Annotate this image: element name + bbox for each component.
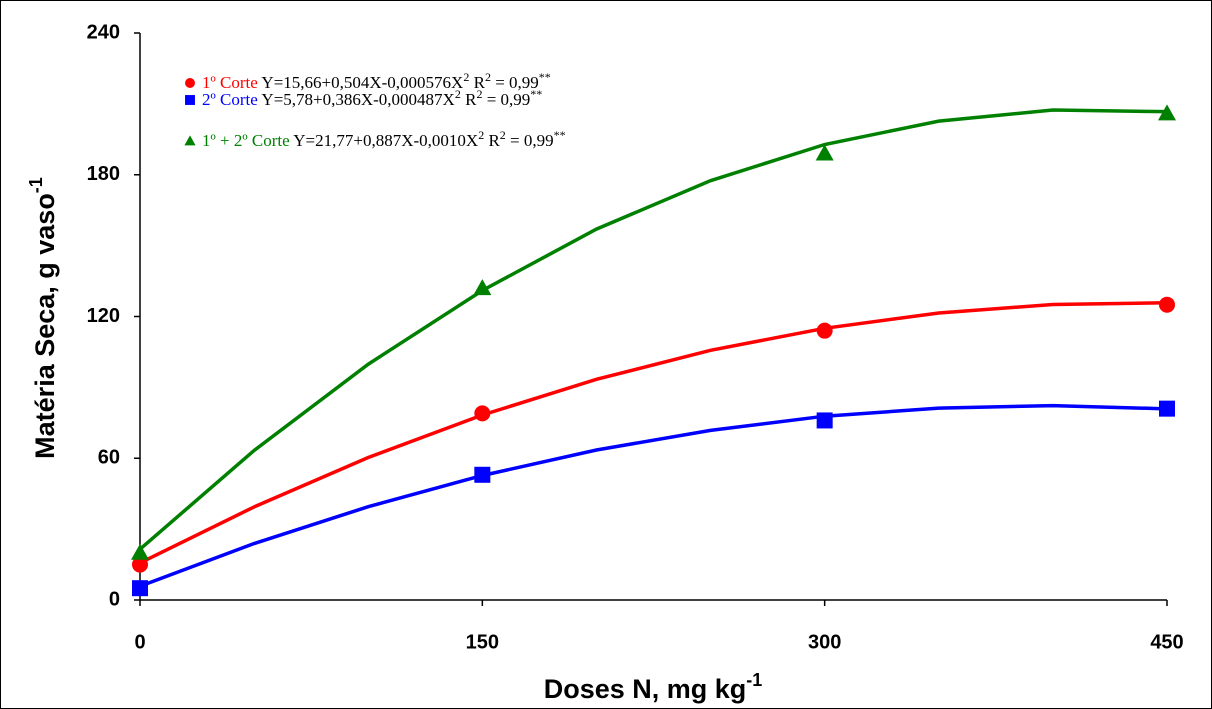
y-axis-title: Matéria Seca, g vaso-1: [26, 177, 60, 459]
equation-text: Y=15,66+0,504X-0,000576X: [261, 73, 463, 92]
legend-name: 1º + 2º Corte: [202, 131, 290, 150]
marker: [1158, 104, 1176, 121]
x-axis-title-text: Doses N, mg kg: [544, 674, 747, 704]
equation-sup: 2: [463, 70, 469, 84]
marker: [132, 556, 148, 573]
legend-name: 2º Corte: [202, 90, 258, 109]
y-tick-label: 180: [87, 163, 120, 185]
y-tick-label: 240: [87, 21, 120, 43]
legend-entry: 2º Corte Y=5,78+0,386X-0,000487X2 R2 = 0…: [202, 87, 542, 109]
y-tick-label: 120: [87, 305, 120, 327]
equation-sup: 2: [476, 87, 482, 101]
equation-text: = 0,99: [506, 131, 554, 150]
equation-sup: **: [554, 128, 566, 142]
equation-sup: 2: [455, 87, 461, 101]
equation-text: Y=5,78+0,386X-0,000487X: [261, 90, 454, 109]
marker: [473, 279, 492, 296]
y-tick-label: 0: [109, 588, 120, 610]
equation-text: R: [461, 90, 477, 109]
marker: [816, 322, 833, 339]
equation-sup: **: [539, 70, 551, 84]
equation-sup: 2: [485, 70, 491, 84]
marker: [1159, 400, 1175, 417]
legend-marker: [184, 135, 196, 146]
fit-line: [138, 108, 1168, 551]
equation-text: R: [469, 73, 485, 92]
fit-line: [139, 301, 1168, 565]
legend-name: 1º Corte: [202, 73, 258, 92]
x-tick-label: 300: [808, 631, 841, 653]
marker: [131, 543, 149, 560]
x-tick-label: 450: [1150, 631, 1183, 653]
equation-text: = 0,99: [491, 73, 539, 92]
y-axis-title-sup: -1: [26, 177, 46, 193]
legend-marker: [185, 78, 195, 88]
x-axis-title-sup: -1: [746, 670, 762, 690]
equation-sup: 2: [478, 128, 484, 142]
x-tick-label: 150: [466, 631, 499, 653]
x-tick-label: 0: [134, 631, 145, 653]
x-axis-title: Doses N, mg kg-1: [544, 670, 763, 704]
fit-line: [139, 403, 1168, 588]
equation-text: Y=21,77+0,887X-0,0010X: [293, 131, 478, 150]
legend-entry: 1º + 2º Corte Y=21,77+0,887X-0,0010X2 R2…: [202, 128, 566, 150]
equation-text: R: [484, 131, 500, 150]
marker: [474, 466, 491, 483]
marker: [816, 412, 833, 429]
marker: [1159, 296, 1175, 313]
marker: [132, 580, 148, 597]
equation-sup: **: [530, 87, 542, 101]
marker: [815, 144, 834, 161]
y-tick-label: 60: [98, 447, 120, 469]
equation-sup: 2: [500, 128, 506, 142]
y-axis-title-text: Matéria Seca, g vaso: [30, 193, 60, 459]
equation-text: = 0,99: [482, 90, 530, 109]
marker: [474, 405, 491, 422]
legend-marker: [185, 95, 195, 105]
legend-entry: 1º Corte Y=15,66+0,504X-0,000576X2 R2 = …: [202, 70, 551, 92]
